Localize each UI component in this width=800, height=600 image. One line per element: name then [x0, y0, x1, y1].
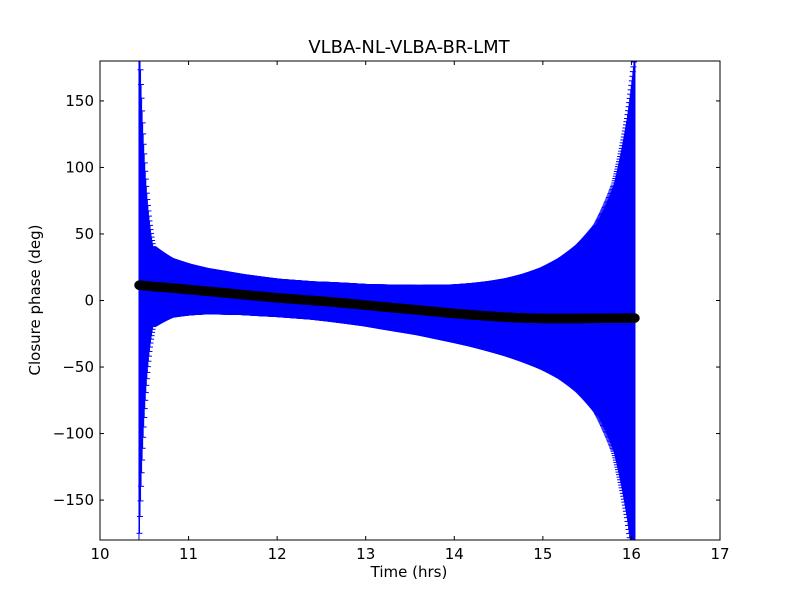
data-point [630, 313, 640, 323]
x-tick-label: 11 [179, 545, 198, 563]
y-tick-label: 150 [65, 92, 94, 110]
y-axis-label: Closure phase (deg) [26, 225, 44, 376]
data-layer [134, 61, 640, 540]
x-tick-label: 14 [445, 545, 464, 563]
x-axis-label: Time (hrs) [370, 563, 448, 581]
x-tick-label: 12 [268, 545, 287, 563]
y-tick-label: 100 [65, 158, 94, 176]
x-tick-label: 16 [622, 545, 641, 563]
plot-area: 10 11 12 13 14 15 16 17 −150 −100 −50 0 50 100 150 [53, 60, 730, 563]
x-tick-label: 10 [90, 545, 109, 563]
y-tick-label: −100 [53, 425, 94, 443]
y-tick-label: −150 [53, 491, 94, 509]
x-tick-label: 17 [710, 545, 729, 563]
chart-title: VLBA-NL-VLBA-BR-LMT [308, 37, 510, 58]
y-tick-label: −50 [62, 358, 94, 376]
y-tick-label: 0 [84, 292, 94, 310]
x-tick-label: 13 [356, 545, 375, 563]
x-tick-label: 15 [533, 545, 552, 563]
y-tick-label: 50 [75, 225, 94, 243]
